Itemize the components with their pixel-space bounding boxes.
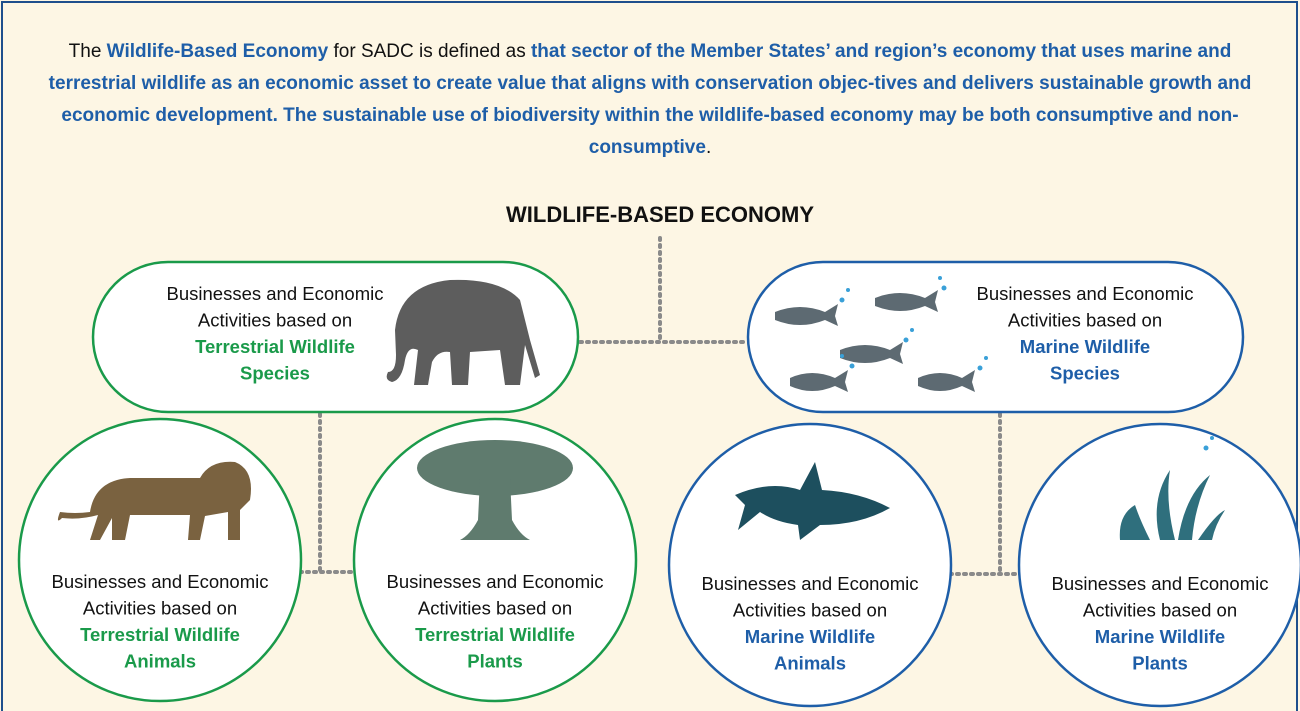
node-text: Businesses and Economic <box>1052 573 1269 594</box>
connector <box>298 412 360 574</box>
seaweed-icon <box>1119 436 1225 540</box>
node-text: Businesses and Economic <box>52 571 269 592</box>
node-text: Activities based on <box>1008 310 1162 331</box>
lion-icon <box>57 461 251 540</box>
node-highlight: Terrestrial Wildlife <box>195 336 355 357</box>
intro-text: . <box>705 137 712 158</box>
node-highlight: Animals <box>124 651 196 672</box>
node-shape <box>1017 422 1300 708</box>
node-text: Businesses and Economic <box>977 283 1194 304</box>
bubbles <box>839 276 988 371</box>
node-highlight: Plants <box>467 651 523 672</box>
connector <box>948 412 1024 576</box>
node-text: Activities based on <box>83 598 237 619</box>
diagram-title: WILDLIFE-BASED ECONOMY <box>506 202 814 227</box>
node-text: Activities based on <box>733 600 887 621</box>
node-highlight: Marine Wildlife <box>745 626 875 647</box>
node-highlight: Terrestrial Wildlife <box>415 624 575 645</box>
intro-text: The <box>68 41 107 62</box>
node-highlight: Animals <box>774 653 846 674</box>
node-highlight: Species <box>1050 363 1120 384</box>
node-text: Activities based on <box>1083 600 1237 621</box>
intro-emphasis: Wildlife-Based Economy <box>106 41 329 62</box>
intro-text: for SADC is defined as <box>328 41 531 62</box>
intro-emphasis: that sector of the Member States’ and re… <box>48 41 1252 158</box>
node-highlight: Marine Wildlife <box>1095 626 1225 647</box>
node-text: Activities based on <box>418 598 572 619</box>
node-text: Activities based on <box>198 310 352 331</box>
node-shape <box>352 417 638 703</box>
node-highlight: Terrestrial Wildlife <box>80 624 240 645</box>
fish-icon <box>775 290 975 392</box>
elephant-icon <box>386 279 540 385</box>
tree-icon <box>417 440 573 540</box>
node-highlight: Marine Wildlife <box>1020 336 1150 357</box>
node-text: Businesses and Economic <box>702 573 919 594</box>
node-highlight: Plants <box>1132 653 1188 674</box>
connector <box>578 236 750 344</box>
node-text: Businesses and Economic <box>387 571 604 592</box>
node-shape <box>746 260 1245 414</box>
node-text: Businesses and Economic <box>167 283 384 304</box>
shark-icon <box>735 462 890 540</box>
node-highlight: Species <box>240 363 310 384</box>
intro-paragraph: The Wildlife-Based Economy for SADC is d… <box>28 36 1272 164</box>
